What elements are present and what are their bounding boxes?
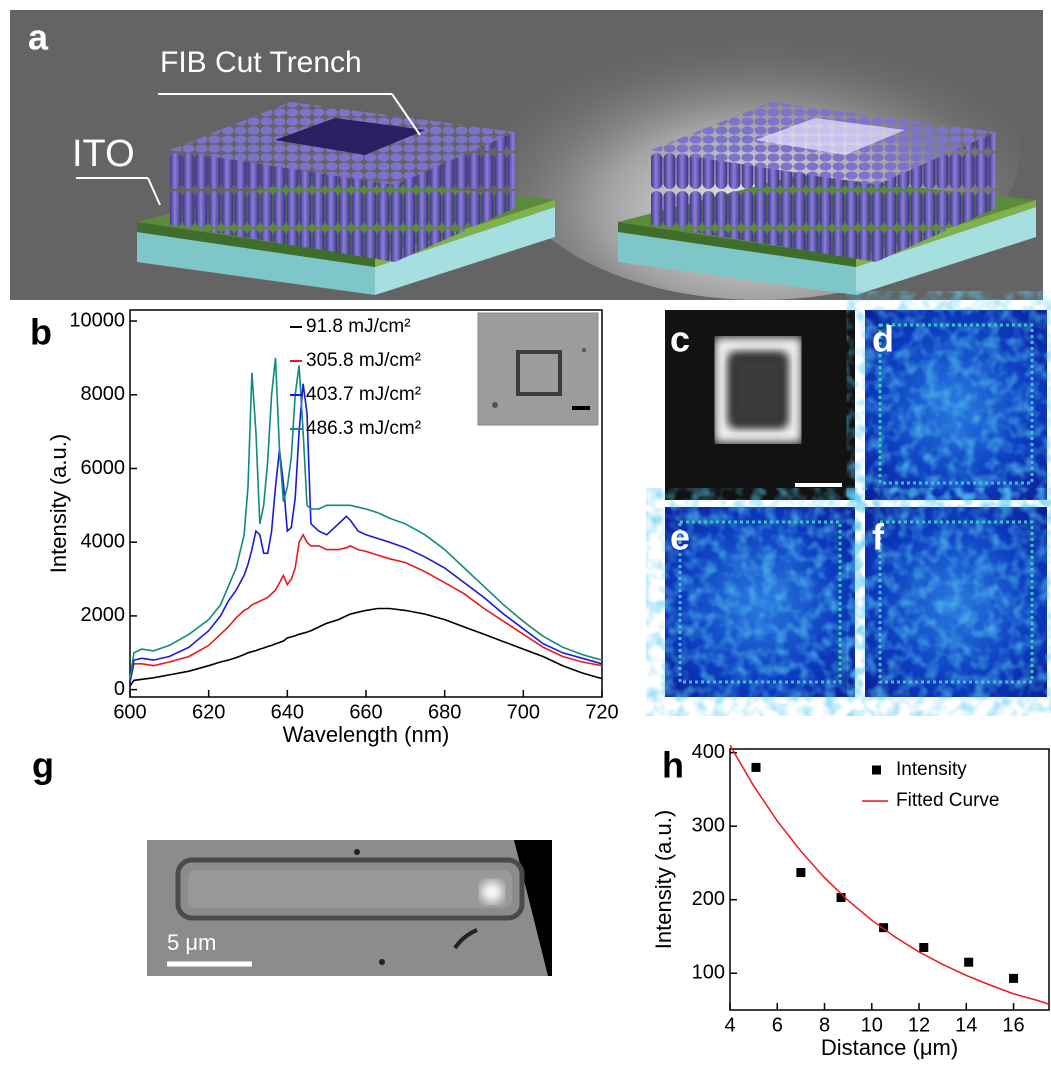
data-line (130, 535, 602, 683)
y-tick-label: 10000 (69, 309, 125, 331)
x-tick-label: 8 (819, 1014, 830, 1036)
x-tick-label: 14 (955, 1014, 977, 1036)
annotation: FIB Cut Trench (160, 46, 362, 79)
panel-a: FIB Cut Trench ITO a (10, 0, 1043, 300)
legend-label: 305.8 mJ/cm² (306, 350, 421, 371)
data-line (730, 745, 1049, 1004)
y-axis-label: Intensity (a.u.) (651, 810, 676, 949)
y-tick-label: 400 (692, 741, 725, 763)
x-tick-label: 720 (585, 701, 618, 723)
x-tick-label: 12 (908, 1014, 930, 1036)
panel-e: e (665, 507, 855, 697)
panel-label: h (662, 745, 684, 786)
x-tick-label: 660 (349, 701, 382, 723)
panel-d: d (865, 310, 1047, 500)
legend-label: Fitted Curve (896, 790, 999, 811)
x-tick-label: 680 (428, 701, 461, 723)
y-tick-label: 100 (692, 962, 725, 984)
figure: FIB Cut Trench ITO a b c d e f g (0, 0, 1051, 1074)
scale-bar-label: 5 μm (167, 930, 216, 955)
y-tick-label: 2000 (81, 604, 126, 626)
x-tick-label: 640 (271, 701, 304, 723)
y-axis-label: Intensity (a.u.) (46, 434, 71, 573)
y-tick-label: 6000 (81, 457, 126, 479)
panel-g: g 5 μm (32, 745, 552, 976)
panel-label: a (28, 17, 49, 58)
panel-label: c (670, 319, 690, 360)
panel-label: g (32, 745, 54, 786)
plot-frame (730, 749, 1049, 1010)
y-tick-label: 4000 (81, 530, 126, 552)
y-tick-label: 300 (692, 814, 725, 836)
data-line (130, 609, 602, 686)
data-point (751, 763, 760, 772)
panel-label: d (872, 319, 894, 360)
legend-label: 486.3 mJ/cm² (306, 418, 421, 439)
legend-swatch (872, 766, 881, 775)
legend-label: 403.7 mJ/cm² (306, 384, 421, 405)
panel-label: b (30, 312, 52, 353)
x-axis-label: Distance (μm) (821, 1035, 958, 1060)
panel-c: c (665, 310, 855, 500)
legend-label: 91.8 mJ/cm² (306, 316, 411, 337)
annotation: ITO (72, 133, 135, 175)
x-tick-label: 700 (507, 701, 540, 723)
x-tick-label: 10 (861, 1014, 883, 1036)
data-point (796, 868, 805, 877)
x-tick-label: 16 (1002, 1014, 1024, 1036)
x-tick-label: 4 (724, 1014, 735, 1036)
y-tick-label: 0 (114, 678, 125, 700)
panel-label: f (872, 517, 885, 558)
x-tick-label: 600 (113, 701, 146, 723)
legend-label: Intensity (896, 759, 967, 780)
data-point (919, 943, 928, 952)
x-tick-label: 620 (192, 701, 225, 723)
data-point (964, 958, 973, 967)
panel-f: f (865, 507, 1047, 697)
inset-image (478, 313, 598, 425)
data-point (1009, 974, 1018, 983)
y-tick-label: 200 (692, 888, 725, 910)
y-tick-label: 8000 (81, 383, 126, 405)
x-axis-label: Wavelength (nm) (283, 722, 450, 747)
panel-label: e (670, 517, 690, 558)
x-tick-label: 6 (772, 1014, 783, 1036)
